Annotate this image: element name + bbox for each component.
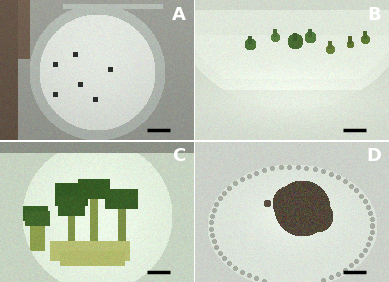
- Text: B: B: [368, 6, 381, 24]
- Text: A: A: [172, 6, 186, 24]
- Text: D: D: [366, 147, 381, 165]
- Text: C: C: [173, 147, 186, 165]
